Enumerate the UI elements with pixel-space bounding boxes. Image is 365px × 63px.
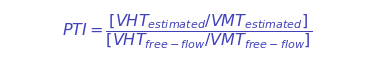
Text: $\mathit{PTI}=\dfrac{[\mathit{VHT}_{\mathit{estimated}}/\mathit{VMT}_{\mathit{es: $\mathit{PTI}=\dfrac{[\mathit{VHT}_{\mat… xyxy=(62,13,312,51)
